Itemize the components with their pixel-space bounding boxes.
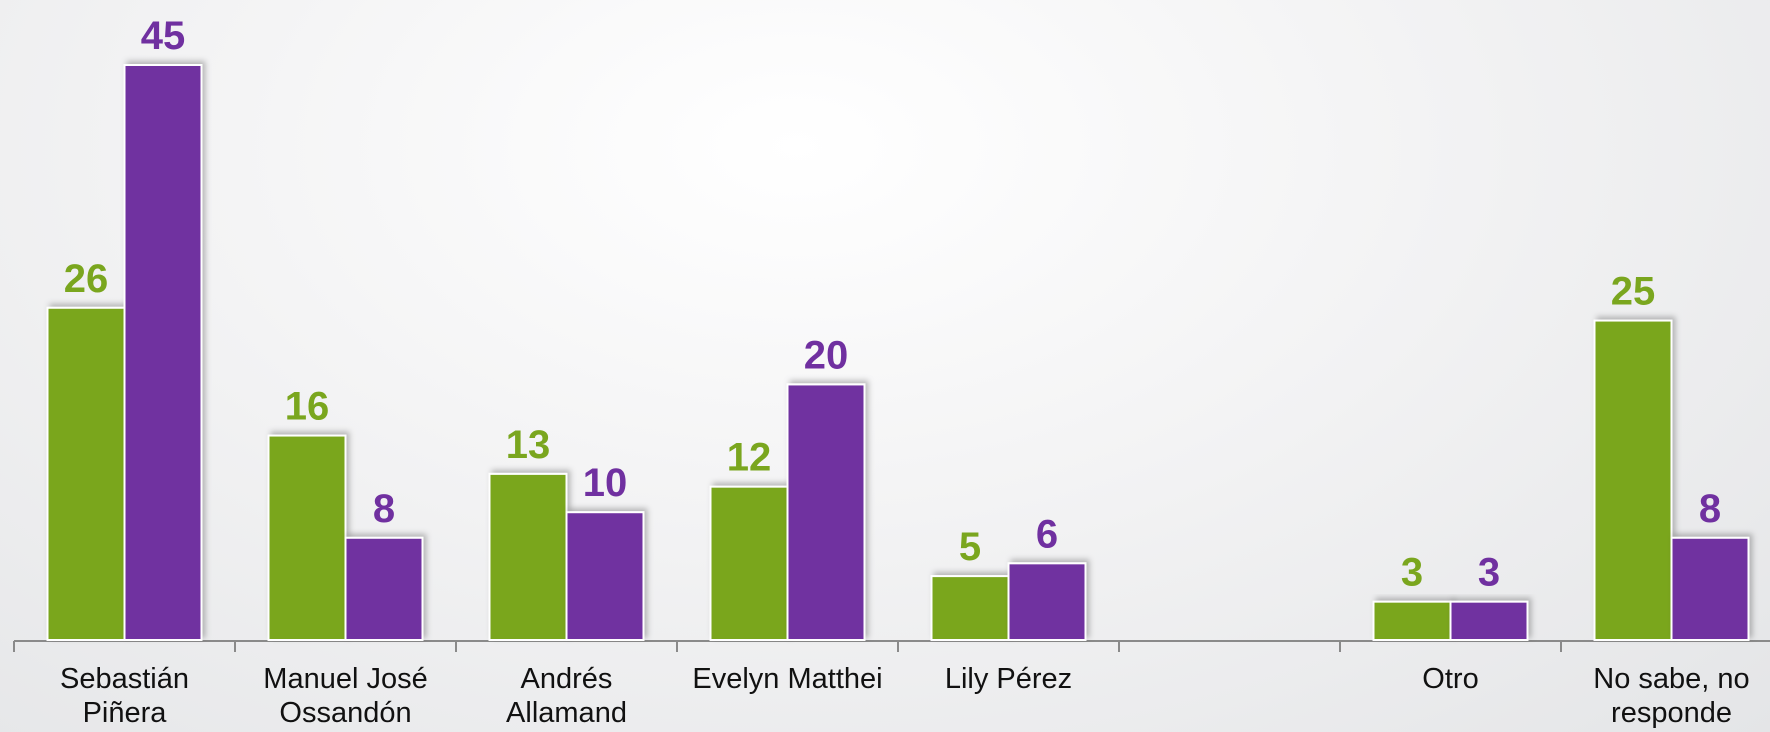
bar — [1372, 600, 1452, 642]
x-tick-label: Sebastián Piñera — [60, 663, 189, 729]
data-label: 13 — [506, 423, 551, 467]
data-label: 10 — [583, 461, 628, 505]
data-label: 8 — [1699, 487, 1721, 531]
data-label: 45 — [141, 14, 186, 58]
bar — [267, 434, 347, 641]
data-label: 5 — [959, 525, 981, 569]
bar — [786, 383, 866, 642]
data-label: 12 — [727, 436, 772, 480]
x-tick-label: Lily Pérez — [944, 663, 1073, 695]
bar — [1593, 319, 1673, 641]
data-label: 8 — [373, 487, 395, 531]
bar — [344, 536, 424, 641]
bar — [123, 64, 203, 641]
data-label: 16 — [285, 385, 330, 429]
data-label: 26 — [64, 257, 109, 301]
x-tick-label: Otro — [1422, 663, 1479, 695]
bar — [930, 575, 1010, 641]
bar — [488, 472, 568, 641]
data-label: 6 — [1036, 512, 1058, 556]
bar — [565, 511, 645, 642]
bar — [46, 306, 126, 641]
data-label: 20 — [804, 333, 849, 377]
x-tick-label: Andrés Allamand — [506, 663, 627, 729]
data-label: 3 — [1401, 551, 1423, 595]
x-tick-label: Manuel José Ossandón — [263, 663, 428, 729]
bar — [1670, 536, 1750, 641]
data-label: 25 — [1611, 270, 1656, 314]
data-label: 3 — [1478, 551, 1500, 595]
bar — [1449, 600, 1529, 642]
bar — [709, 485, 789, 641]
x-tick-label: Evelyn Matthei — [692, 663, 883, 695]
bar — [1007, 562, 1087, 641]
x-tick-label: No sabe, no responde — [1593, 663, 1750, 729]
